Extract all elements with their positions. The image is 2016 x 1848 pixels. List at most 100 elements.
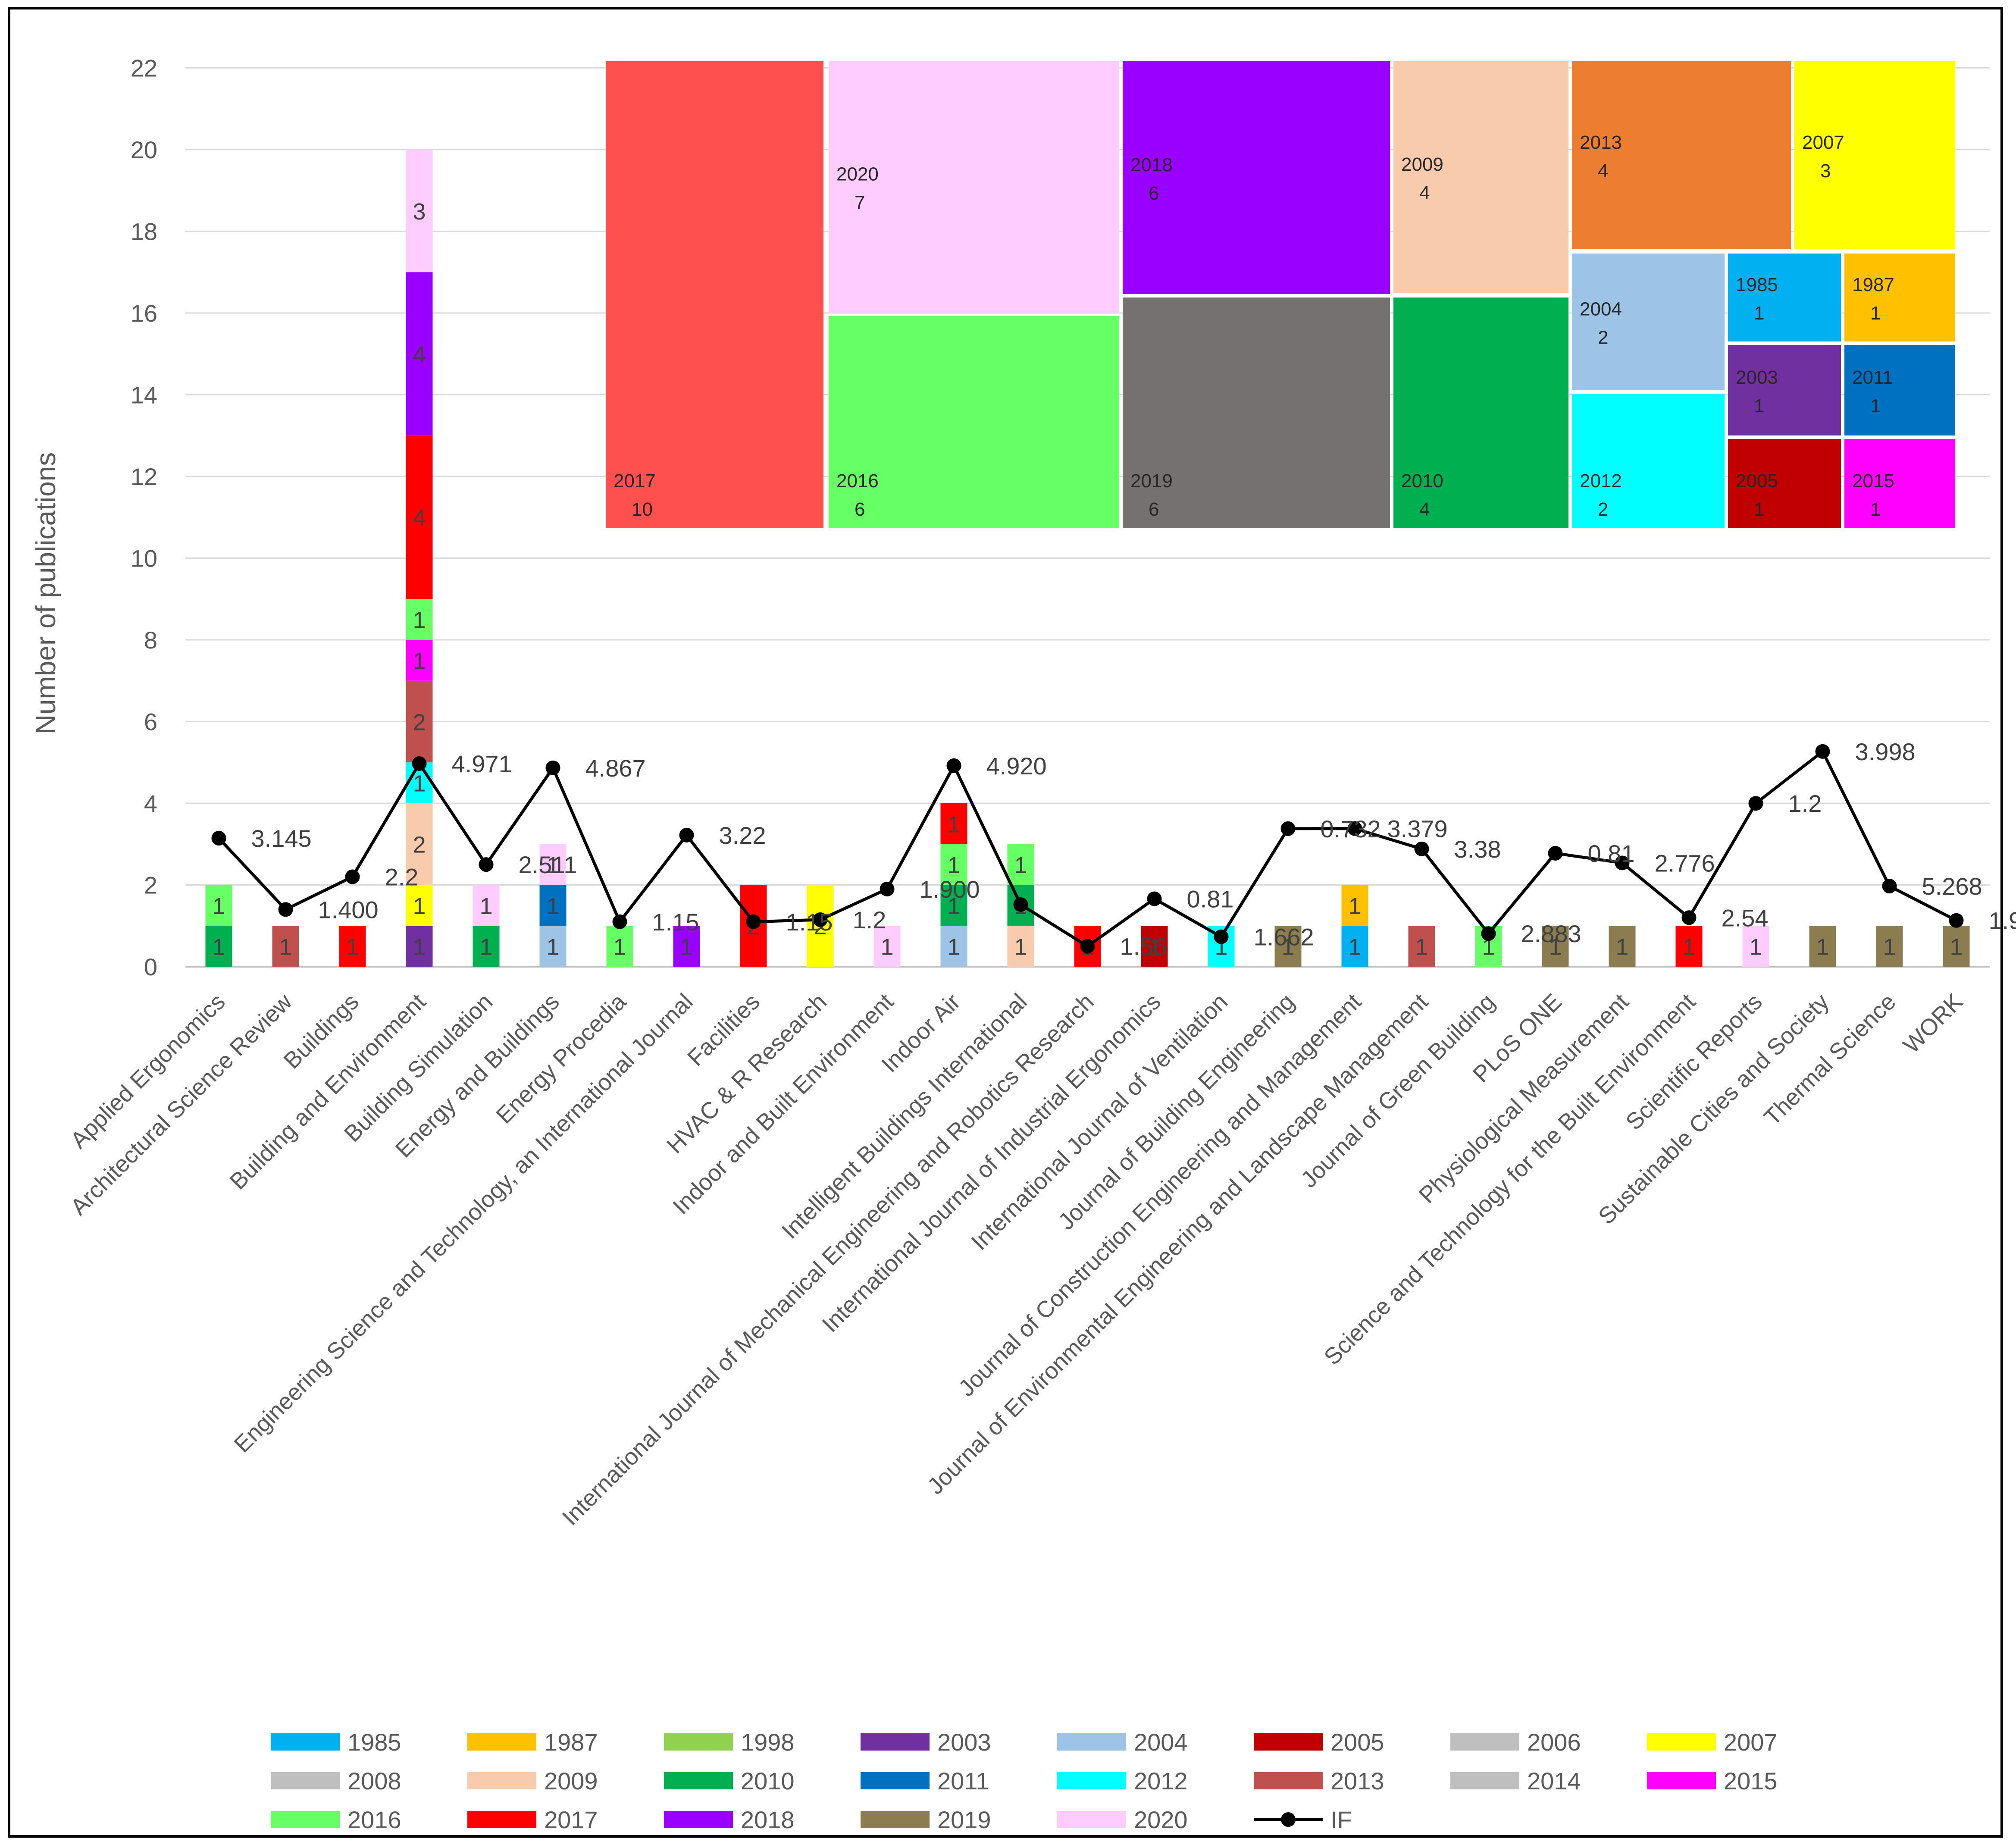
if-value-label: 0.732 [1321, 815, 1381, 843]
legend-label: 2014 [1527, 1767, 1581, 1795]
y-tick-label: 8 [144, 626, 157, 654]
bar-value-label: 1 [947, 934, 960, 960]
x-tick-label: Journal of Building Engineering [1053, 989, 1299, 1235]
bar-segment [272, 926, 299, 967]
treemap-value-label: 1 [1870, 303, 1881, 324]
legend-label: 2004 [1134, 1729, 1188, 1756]
bar-segment [539, 926, 567, 967]
if-marker [412, 756, 427, 771]
legend-swatch [467, 1733, 536, 1751]
legend-swatch [271, 1733, 340, 1751]
treemap-value-label: 1 [1870, 499, 1881, 520]
if-marker [1882, 879, 1897, 894]
legend-swatch [1450, 1772, 1519, 1789]
treemap-value-label: 4 [1598, 160, 1608, 182]
if-marker [1815, 744, 1830, 759]
if-marker [746, 914, 761, 929]
bar-segment [406, 272, 433, 436]
bar-value-label: 1 [947, 811, 960, 837]
legend-label: 2013 [1330, 1767, 1384, 1795]
if-marker [946, 758, 961, 773]
treemap-year-label: 2015 [1852, 470, 1894, 492]
if-value-label: 4.920 [986, 752, 1047, 780]
if-marker [1280, 821, 1296, 836]
if-marker [1548, 846, 1563, 861]
if-value-label: 4.867 [585, 755, 646, 782]
if-value-label: 1.2 [1788, 790, 1822, 817]
treemap-tile [1123, 298, 1390, 528]
treemap-year-label: 2005 [1736, 470, 1778, 492]
treemap-year-label: 2003 [1736, 367, 1778, 388]
legend-label: 2011 [937, 1767, 989, 1795]
if-marker [1013, 897, 1028, 912]
if-value-label: 2.511 [519, 851, 577, 878]
bar-value-label: 1 [1148, 934, 1161, 960]
bar-value-label: 3 [413, 199, 426, 225]
legend-swatch [664, 1733, 733, 1751]
bar-value-label: 1 [1615, 934, 1628, 960]
bar-segment [1609, 926, 1636, 967]
treemap-tile [1794, 61, 1955, 249]
y-tick-label: 6 [144, 708, 157, 735]
legend-swatch [664, 1772, 733, 1789]
if-marker [612, 914, 627, 929]
bar-segment [1742, 926, 1769, 967]
bar-segment [539, 844, 567, 885]
treemap-year-label: 2004 [1580, 299, 1622, 320]
if-marker [679, 827, 694, 843]
x-tick-label: Intelligent Buildings International [777, 989, 1032, 1244]
treemap-year-label: 2012 [1580, 470, 1622, 492]
bar-segment [1007, 926, 1034, 967]
bar-segment [1007, 844, 1034, 885]
treemap-value-label: 6 [1149, 499, 1159, 520]
bar-segment [539, 885, 567, 926]
y-tick-label: 0 [144, 953, 157, 980]
legend-swatch [1254, 1733, 1323, 1751]
treemap-tile [1572, 254, 1725, 390]
treemap-year-label: 2018 [1130, 154, 1173, 175]
bar-segment [1408, 926, 1435, 967]
legend-swatch [467, 1772, 536, 1789]
bar-value-label: 1 [1883, 934, 1896, 960]
if-value-label: 2.54 [1722, 904, 1769, 931]
legend-if-marker [1281, 1812, 1296, 1827]
bar-value-label: 1 [1014, 934, 1027, 960]
bar-segment [606, 926, 633, 967]
legend-label: 2006 [1527, 1729, 1581, 1756]
bar-segment [940, 844, 967, 885]
if-marker [1949, 913, 1964, 928]
legend-swatch [467, 1811, 536, 1828]
if-marker [1347, 821, 1362, 836]
if-marker [1615, 855, 1630, 871]
bar-segment [406, 926, 433, 967]
bar-value-label: 1 [546, 852, 559, 878]
bar-segment [1542, 926, 1569, 967]
treemap-tile [606, 61, 823, 528]
if-value-label: 0.81 [1187, 886, 1234, 913]
treemap-value-label: 6 [1149, 183, 1159, 204]
legend-swatch [664, 1811, 733, 1828]
treemap-value-label: 7 [855, 192, 865, 213]
legend-label: 1998 [741, 1729, 795, 1756]
legend-label: IF [1330, 1806, 1352, 1833]
y-tick-label: 2 [144, 871, 157, 899]
treemap-year-label: 2011 [1852, 367, 1893, 388]
if-value-label: 2.776 [1655, 849, 1715, 877]
legend-label: 2012 [1134, 1767, 1188, 1795]
if-value-label: 3.998 [1855, 738, 1916, 765]
if-value-label: 1.15 [652, 908, 699, 936]
treemap-year-label: 2020 [836, 164, 879, 185]
y-tick-label: 20 [131, 136, 157, 163]
legend-swatch [1057, 1811, 1126, 1828]
if-value-label: 5.268 [1922, 873, 1982, 900]
treemap-value-label: 6 [855, 499, 865, 520]
y-tick-label: 12 [131, 463, 157, 490]
x-tick-label: Journal of Environmental Engineering and… [923, 989, 1433, 1499]
treemap-tile [1844, 439, 1955, 528]
bar-value-label: 1 [1348, 934, 1361, 960]
y-tick-label: 22 [131, 54, 157, 81]
if-marker [1080, 939, 1095, 954]
treemap-tile [1393, 298, 1568, 528]
if-value-label: 2.883 [1521, 920, 1581, 947]
bar-value-label: 1 [1549, 934, 1562, 960]
